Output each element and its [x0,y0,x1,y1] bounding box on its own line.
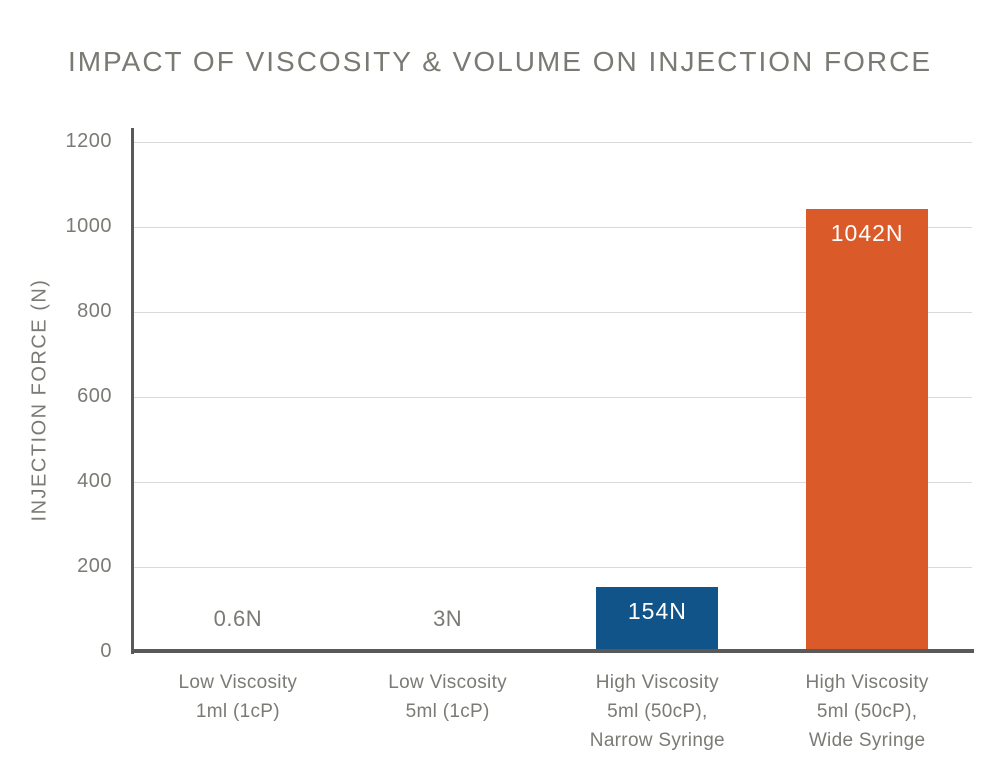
x-category-label: High Viscosity 5ml (50cP), Narrow Syring… [589,672,725,751]
gridline [133,312,972,313]
x-category-labels: Low Viscosity 1ml (1cP) Low Viscosity 5ml… [133,668,972,768]
gridline [133,142,972,143]
gridline [133,567,972,568]
y-tick-label: 1200 [65,130,112,152]
y-tick-label: 1000 [65,215,112,237]
plot-area: 0.6N 3N 154N 1042N [133,142,972,652]
y-tick-label: 600 [77,385,112,407]
y-tick-label: 200 [77,555,112,577]
gridline [133,227,972,228]
y-tick-label: 800 [77,300,112,322]
bar-value-label: 0.6N [213,606,263,631]
bar-value-label: 154N [627,597,687,624]
y-tick-label: 400 [77,470,112,492]
x-axis-line [131,649,974,653]
bar-value-label: 1042N [830,220,904,247]
bar-value-label: 3N [433,606,463,631]
x-category-label: Low Viscosity 5ml (1cP) [388,672,507,722]
gridline [133,482,972,483]
x-category-label: Low Viscosity 1ml (1cP) [178,672,298,722]
gridline [133,397,972,398]
bar: 154N [596,586,719,652]
bar: 1042N [806,209,929,652]
x-category-label: High Viscosity 5ml (50cP), Wide Syringe [805,672,929,751]
y-axis-line [131,128,134,654]
y-tick-label: 0 [100,640,112,662]
chart-title: IMPACT OF VISCOSITY & VOLUME ON INJECTIO… [67,46,933,77]
